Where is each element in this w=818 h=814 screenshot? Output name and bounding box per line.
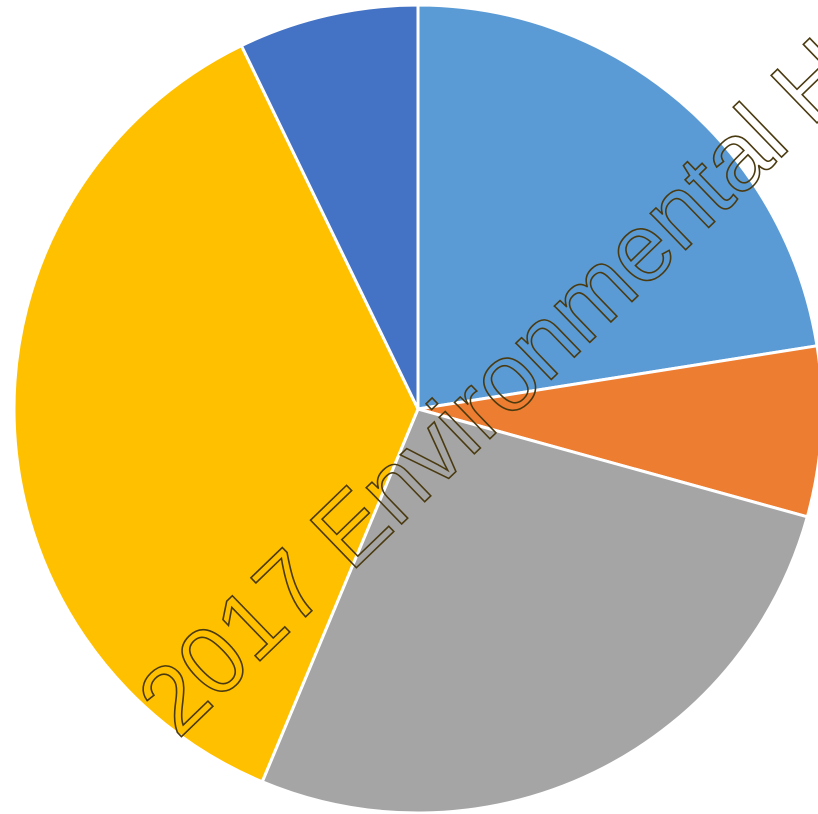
pie-slice-4 (12, 44, 420, 784)
pie-slice-2 (416, 344, 818, 519)
pie-slice-5 (239, 3, 420, 411)
pie-slice-3 (260, 407, 809, 814)
pie-slice-1 (416, 3, 818, 411)
pie-slices (12, 3, 818, 814)
